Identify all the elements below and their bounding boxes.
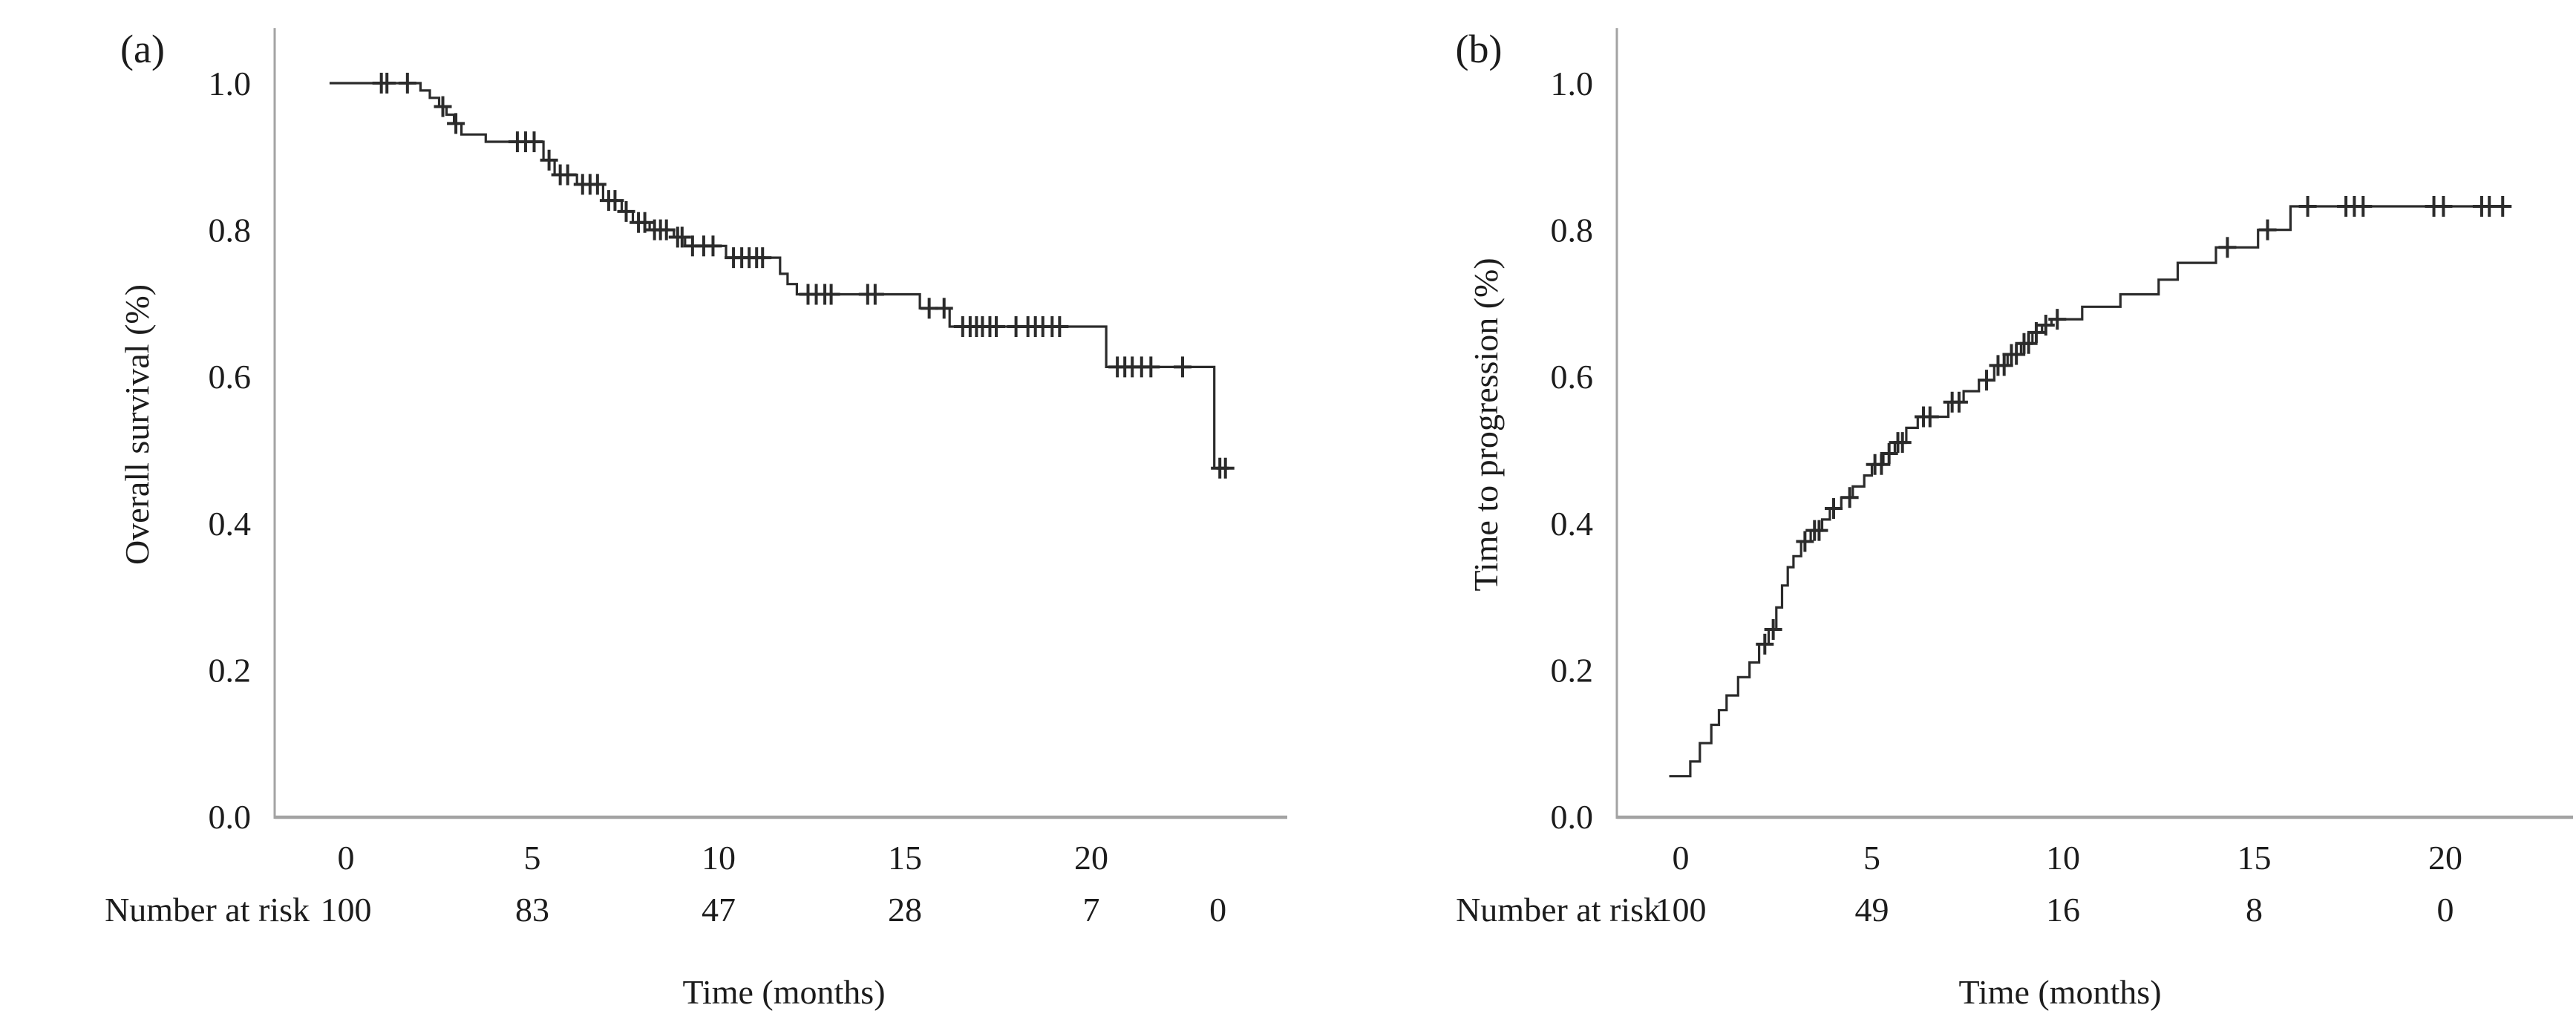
censor-mark <box>673 226 691 248</box>
number-at-risk-value: 83 <box>515 891 549 929</box>
censor-mark <box>2007 344 2026 365</box>
y-tick-label: 0.2 <box>1551 651 1594 689</box>
censor-mark <box>558 164 577 186</box>
censor-mark <box>657 219 676 240</box>
y-tick-label: 0.4 <box>209 505 252 543</box>
censor-mark <box>606 190 624 212</box>
number-at-risk-value: 100 <box>1655 891 1707 929</box>
censor-mark <box>434 96 452 117</box>
panel-b-y-axis-title: Time to progression (%) <box>1467 258 1505 591</box>
censor-mark <box>617 200 635 222</box>
panel-a-risk-row-label: Number at risk <box>105 891 310 929</box>
number-at-risk-value: 0 <box>2437 891 2454 929</box>
panel-b-time-to-progression-chart: (b) Time to progression (%) 1.0 0.8 0.6 0.4… <box>1456 27 2573 1011</box>
censor-mark <box>588 174 607 195</box>
x-tick-label: 10 <box>2046 839 2080 877</box>
censor-mark <box>540 149 558 171</box>
x-tick-label: 5 <box>524 839 541 877</box>
x-tick-label: 20 <box>2428 839 2462 877</box>
x-tick-label: 0 <box>1673 839 1690 877</box>
censor-mark <box>2298 195 2317 217</box>
panel-a-overall-survival-chart: (a) Overall survival (%) 1.0 0.8 0.6 0.4 0.2… <box>105 27 1287 1011</box>
y-tick-label: 0.8 <box>1551 212 1594 249</box>
censor-mark <box>1872 454 1891 475</box>
censor-mark <box>1880 442 1898 464</box>
censor-mark <box>1840 487 1859 508</box>
censor-mark <box>525 131 543 153</box>
number-at-risk-value: 0 <box>1209 891 1226 929</box>
censor-mark <box>1978 370 1995 391</box>
censor-mark <box>2434 195 2453 217</box>
number-at-risk-value: 7 <box>1083 891 1100 929</box>
x-tick-label: 20 <box>1074 839 1108 877</box>
censor-mark <box>704 235 722 257</box>
censor-mark <box>398 73 416 94</box>
number-at-risk-value: 16 <box>2046 891 2080 929</box>
number-at-risk-value: 100 <box>321 891 372 929</box>
censor-mark <box>753 247 772 269</box>
y-tick-label: 0.2 <box>209 651 252 689</box>
survival-step-curve <box>329 82 1229 470</box>
chart-layer: 1.0 0.8 0.6 0.4 0.2 0.0 0 5 10 15 20 100 49 16 8 0 <box>1551 28 2573 929</box>
y-tick-label: 1.0 <box>1551 65 1594 102</box>
x-tick-label: 0 <box>338 839 355 877</box>
censor-mark <box>866 284 884 305</box>
censor-mark <box>1995 355 2013 376</box>
panel-a-x-axis-title: Time (months) <box>682 973 885 1011</box>
survival-step-curve <box>1669 205 2511 778</box>
censor-mark <box>1825 498 1843 520</box>
censor-mark <box>2048 309 2067 330</box>
panel-b-letter: (b) <box>1456 27 1503 71</box>
censor-mark <box>1920 406 1939 428</box>
panel-a-y-axis-title: Overall survival (%) <box>118 284 156 565</box>
censor-mark <box>1142 356 1160 378</box>
y-tick-label: 0.0 <box>1551 798 1594 836</box>
censor-mark <box>1949 391 1968 413</box>
x-tick-label: 10 <box>702 839 736 877</box>
censor-mark <box>1810 520 1828 541</box>
censor-mark <box>935 298 953 319</box>
censor-mark <box>2019 333 2038 354</box>
censor-mark <box>2494 195 2512 217</box>
number-at-risk-value: 47 <box>702 891 736 929</box>
y-tick-label: 0.6 <box>1551 358 1594 396</box>
censor-mark <box>2036 315 2055 336</box>
y-tick-label: 0.0 <box>209 798 252 836</box>
censor-mark <box>2027 321 2045 343</box>
censor-mark <box>1050 316 1069 338</box>
censor-mark <box>1216 457 1235 479</box>
censor-mark <box>1173 356 1191 378</box>
censor-mark <box>1796 531 1814 552</box>
censor-mark <box>1893 432 1912 454</box>
censor-mark <box>987 316 1005 338</box>
panel-b-risk-row-label: Number at risk <box>1456 891 1661 929</box>
censor-mark <box>2354 195 2373 217</box>
panel-b-x-axis-title: Time (months) <box>1958 973 2161 1011</box>
censor-mark <box>378 73 396 94</box>
censor-mark <box>1764 619 1782 641</box>
chart-layer: 1.0 0.8 0.6 0.4 0.2 0.0 0 5 10 15 20 100 83 47 28 7 0 <box>209 28 1287 929</box>
censor-mark <box>635 212 654 233</box>
y-tick-label: 0.4 <box>1551 505 1594 543</box>
number-at-risk-value: 28 <box>888 891 922 929</box>
censor-mark <box>447 113 465 134</box>
censor-mark <box>2218 237 2237 258</box>
panel-a-letter: (a) <box>120 27 165 71</box>
number-at-risk-value: 49 <box>1855 891 1889 929</box>
x-tick-label: 15 <box>888 839 922 877</box>
censor-mark <box>2258 219 2277 240</box>
censor-mark <box>1756 633 1774 655</box>
y-tick-label: 1.0 <box>209 65 252 102</box>
x-tick-label: 15 <box>2237 839 2272 877</box>
number-at-risk-value: 8 <box>2246 891 2263 929</box>
censor-mark <box>822 284 840 305</box>
y-tick-label: 0.8 <box>209 212 252 249</box>
y-tick-label: 0.6 <box>209 358 252 396</box>
censor-mark <box>920 298 938 319</box>
x-tick-label: 5 <box>1863 839 1880 877</box>
